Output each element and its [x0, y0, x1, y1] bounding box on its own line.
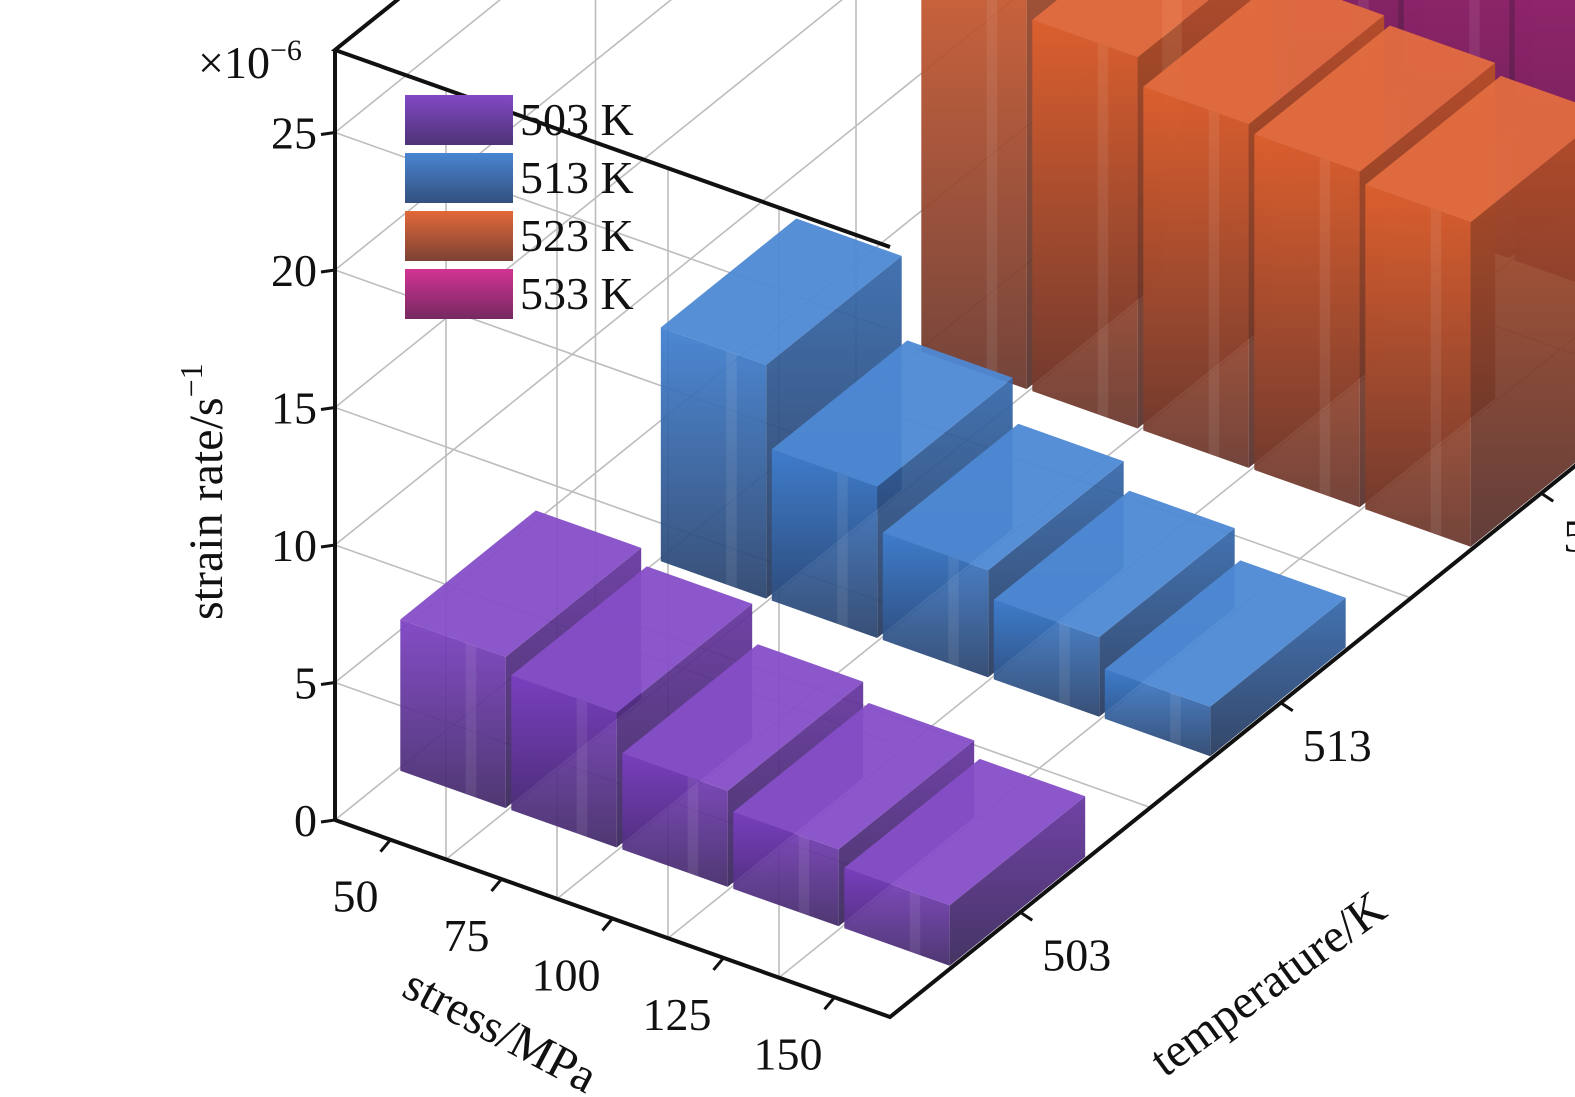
x-tick-label: 50 — [333, 871, 379, 922]
bar — [1104, 560, 1346, 757]
z-tick-label: 0 — [294, 795, 317, 846]
bar — [844, 758, 1086, 966]
bar — [1365, 75, 1575, 547]
y-tick-label: 503 — [1042, 929, 1111, 980]
x-tick-label: 125 — [643, 989, 712, 1040]
legend-label: 513 K — [520, 152, 634, 203]
legend-label: 503 K — [520, 94, 634, 145]
y-axis-ticks: 503513523533 — [1019, 492, 1575, 980]
z-axis-multiplier: ×10−6 — [198, 34, 302, 88]
x-tick-mark — [712, 956, 725, 971]
z-tick-label: 25 — [271, 108, 317, 159]
z-tick-mark — [320, 681, 336, 686]
x-axis-ticks: 50 75 100 125 150 — [333, 838, 836, 1079]
y-tick-label: 513 — [1303, 720, 1372, 771]
legend-swatch — [405, 211, 513, 261]
x-tick-label: 100 — [532, 950, 601, 1001]
legend-label: 523 K — [520, 210, 634, 261]
z-tick-mark — [320, 131, 336, 136]
y-axis-title: temperature/K — [1140, 881, 1396, 1087]
legend-swatch — [405, 153, 513, 203]
z-axis-title: strain rate/s−1 — [173, 363, 233, 620]
z-tick-label: 15 — [271, 383, 317, 434]
z-tick-label: 5 — [294, 658, 317, 709]
x-tick-mark — [601, 917, 614, 932]
y-tick-label: 523 — [1563, 510, 1575, 561]
z-tick-mark — [320, 406, 336, 411]
legend-swatch — [405, 95, 513, 145]
z-tick-mark — [320, 818, 336, 824]
x-tick-label: 150 — [754, 1028, 823, 1079]
legend: 503 K 513 K 523 K 533 K — [405, 94, 634, 319]
back-frame — [330, 0, 891, 820]
z-tick-label: 20 — [271, 245, 317, 296]
front-frame — [334, 463, 1575, 1020]
legend-label: 533 K — [520, 268, 634, 319]
z-tick-mark — [320, 268, 336, 274]
x-tick-mark — [490, 878, 503, 893]
y-tick-mark — [1540, 492, 1555, 503]
y-tick-mark — [1279, 701, 1294, 712]
x-tick-label: 75 — [444, 910, 490, 961]
z-axis-ticks: 0 5 10 15 20 25 — [271, 108, 336, 846]
x-tick-mark — [379, 838, 392, 853]
z-tick-mark — [320, 543, 336, 549]
y-tick-mark — [1019, 911, 1034, 922]
floor-front-edges — [334, 463, 1575, 1020]
legend-swatch — [405, 269, 513, 319]
top-frame — [330, 0, 891, 249]
x-tick-mark — [823, 996, 836, 1011]
z-tick-label: 10 — [271, 520, 317, 571]
bars-layer — [400, 0, 1575, 966]
